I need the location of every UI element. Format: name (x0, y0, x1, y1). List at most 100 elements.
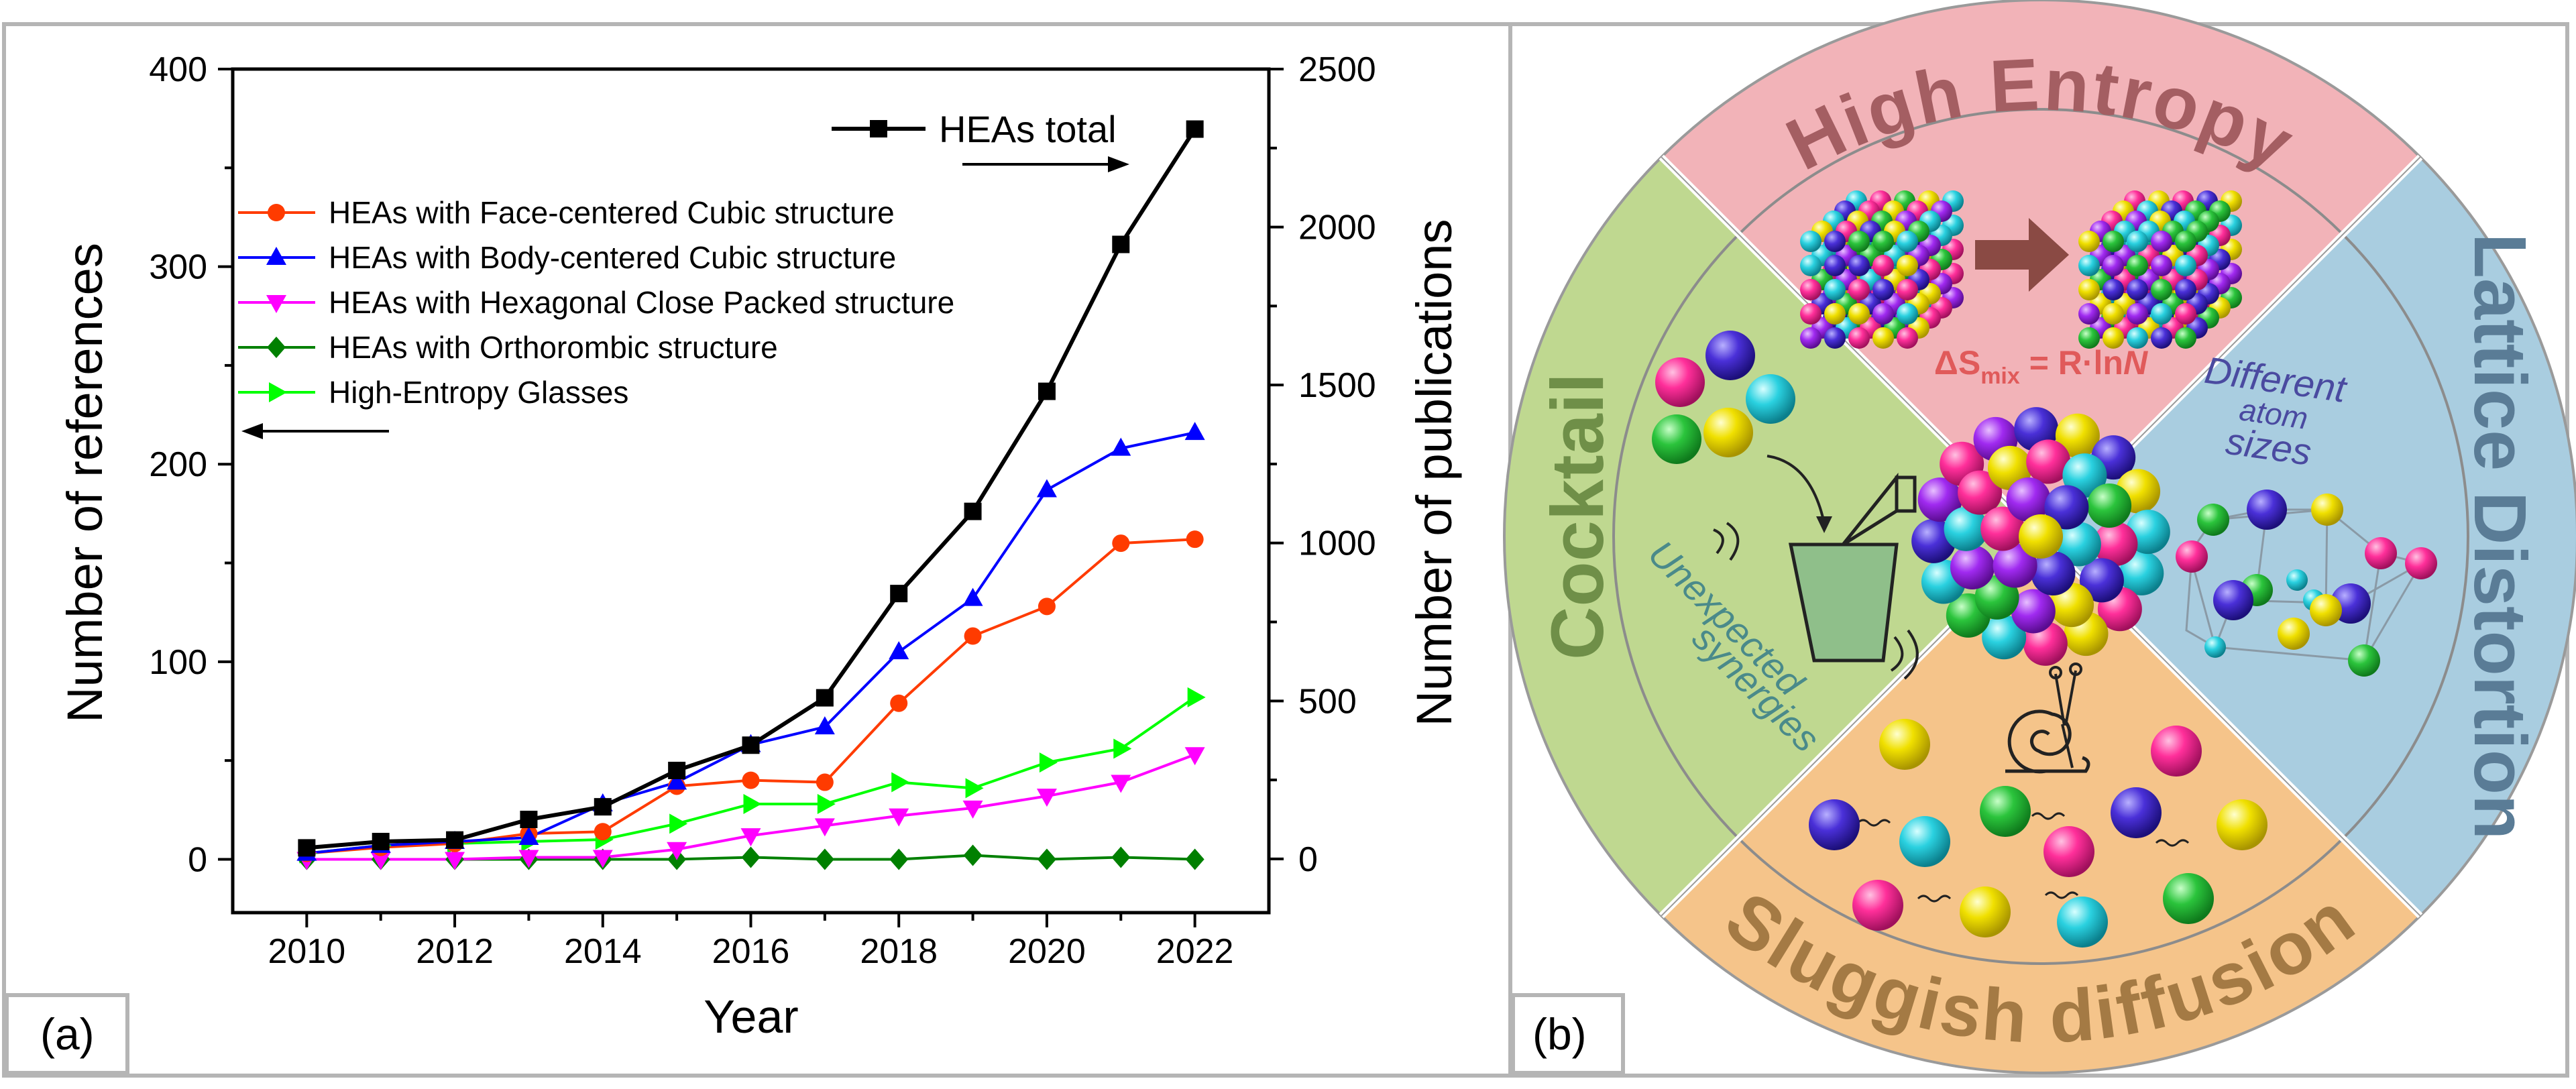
atom-sphere (1852, 880, 1903, 931)
data-point (889, 808, 909, 827)
data-point (446, 831, 464, 849)
panel-a-label-box (5, 993, 129, 1075)
atom-sphere (2365, 537, 2397, 569)
data-point (1038, 382, 1056, 400)
y2-tick-label: 2500 (1298, 50, 1376, 89)
atom-sphere (2127, 279, 2148, 300)
outer-ring (1503, 0, 2576, 1074)
atom-sphere (1982, 615, 2027, 660)
atom-sphere (2056, 522, 2101, 567)
data-point (1111, 437, 1131, 456)
chart-axes: 2010 2012 2014 2016 2018 2020 2022 0 100 200 300 40… (149, 50, 1376, 971)
data-point (445, 852, 465, 870)
y-tick-label: 300 (149, 248, 207, 287)
data-point (817, 793, 836, 814)
data-point (1036, 479, 1057, 498)
y2-axis-label: Number of publications (1406, 219, 1462, 727)
data-point (594, 798, 612, 816)
data-point (962, 587, 983, 606)
data-point (964, 627, 982, 645)
y-tick-label: 100 (149, 643, 207, 682)
diffusion-trails (1856, 812, 2190, 903)
atom-sphere (2311, 494, 2343, 526)
atom-sphere (1800, 255, 1822, 276)
atom-sphere (2006, 477, 2051, 522)
data-point (741, 846, 761, 868)
panel-b-label-box (1511, 993, 1625, 1075)
atom-sphere (2044, 485, 2089, 530)
atom-sphere (1800, 303, 1822, 325)
data-point (298, 839, 316, 857)
legend-marker (266, 295, 286, 313)
legend-label: HEAs with Face-centered Cubic structure (329, 195, 895, 230)
data-point (1038, 597, 1056, 616)
data-point (814, 818, 835, 837)
atom-sphere (2175, 327, 2196, 349)
atom-sphere (2043, 826, 2094, 877)
data-point (889, 641, 909, 660)
atom-sphere (1824, 327, 1846, 349)
series-line (306, 431, 1196, 855)
atom-sphere (1899, 816, 1950, 867)
y-tick-label: 200 (149, 445, 207, 484)
legend-label: HEAs with Body-centered Cubic structure (329, 240, 896, 275)
atom-sphere (2079, 558, 2124, 603)
atom-sphere (2078, 279, 2100, 300)
legend-marker (266, 247, 286, 265)
atom-sphere (1872, 279, 1894, 300)
atom-sphere (2151, 303, 2172, 325)
atom-sphere (1848, 327, 1870, 349)
data-point (667, 842, 687, 860)
data-point (372, 832, 390, 850)
atom-sphere (2127, 231, 2148, 252)
atom-sphere (2078, 255, 2100, 276)
atom-sphere (2405, 547, 2437, 579)
atom-sphere (2175, 279, 2196, 300)
x-tick-label: 2020 (1008, 932, 1086, 971)
atom-sphere (2247, 490, 2287, 530)
data-point (518, 827, 539, 846)
atom-sphere (1703, 408, 1753, 457)
y-tick-label: 0 (188, 840, 207, 879)
atom-sphere (1897, 327, 1918, 349)
atom-sphere (2175, 255, 2196, 276)
data-point (1184, 747, 1205, 766)
x-axis-label: Year (704, 990, 798, 1043)
atom-sphere (1848, 303, 1870, 325)
panel-b-label: (b) (1532, 1009, 1587, 1059)
atom-sphere (2151, 279, 2172, 300)
data-point (962, 800, 983, 819)
data-point (890, 694, 908, 712)
y2-tick-label: 2000 (1298, 209, 1376, 247)
atom-sphere (1824, 255, 1846, 276)
atom-sphere (2026, 439, 2071, 484)
data-point (964, 502, 982, 520)
atom-sphere (2103, 279, 2124, 300)
atom-sphere (1848, 255, 1870, 276)
atom-sphere (2163, 873, 2214, 924)
atom-sphere (2103, 255, 2124, 276)
data-point (889, 848, 909, 870)
atom-sphere (1824, 303, 1846, 325)
atom-sphere (2031, 551, 2076, 595)
data-point (890, 585, 908, 603)
data-point (1185, 848, 1205, 870)
atom-sphere (2119, 551, 2164, 595)
atom-sphere (2057, 897, 2108, 948)
data-point (1112, 235, 1130, 253)
data-point (816, 689, 834, 707)
data-point (594, 823, 612, 841)
x-tick-label: 2016 (712, 932, 790, 971)
legend-marker (267, 337, 286, 358)
cocktail-shaker-icon (1713, 455, 1919, 680)
atom-sphere (1824, 231, 1846, 252)
atom-sphere (2103, 231, 2124, 252)
data-point (1036, 789, 1057, 807)
atom-sphere (2176, 540, 2208, 573)
atom-sphere (2078, 231, 2100, 252)
panel-a-chart: 2010 2012 2014 2016 2018 2020 2022 0 100 200 300 40… (5, 50, 1462, 1075)
data-point (816, 773, 834, 791)
atom-sphere (1800, 327, 1822, 349)
atom-sphere (1872, 231, 1894, 252)
data-point (1111, 775, 1131, 793)
